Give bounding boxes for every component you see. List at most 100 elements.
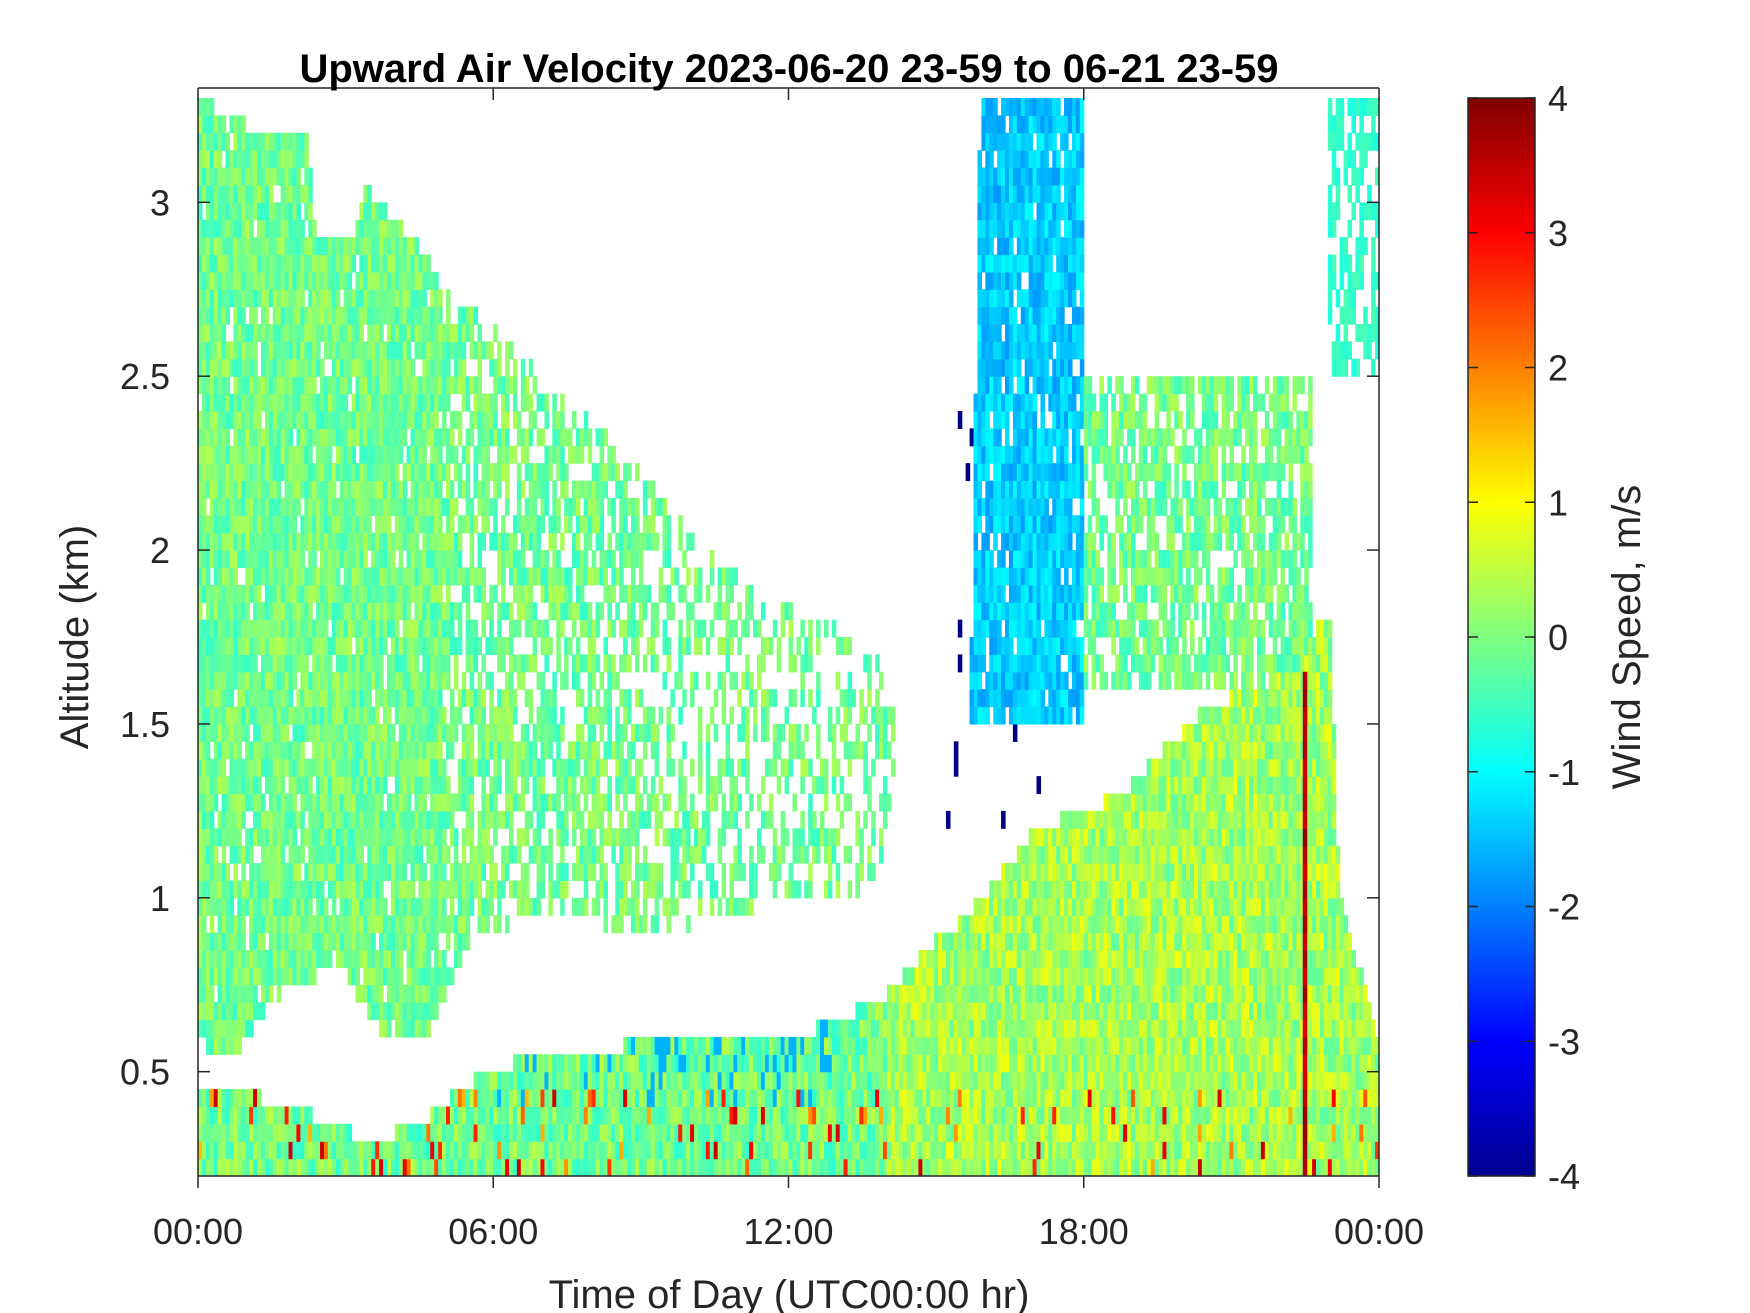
heatmap-cell bbox=[493, 497, 498, 516]
heatmap-cell bbox=[343, 445, 349, 464]
heatmap-cell bbox=[383, 202, 388, 221]
heatmap-cell bbox=[363, 897, 368, 916]
heatmap-cell bbox=[233, 515, 238, 534]
heatmap-cell bbox=[351, 1158, 357, 1176]
heatmap-cell bbox=[615, 567, 620, 586]
heatmap-cell bbox=[697, 1089, 703, 1108]
heatmap-cell bbox=[619, 723, 624, 742]
heatmap-cell bbox=[300, 289, 305, 308]
heatmap-cell bbox=[446, 637, 451, 655]
heatmap-cell bbox=[300, 619, 305, 638]
heatmap-cell bbox=[489, 619, 494, 638]
heatmap-cell bbox=[697, 1123, 703, 1142]
heatmap-cell bbox=[438, 706, 443, 725]
heatmap-cell bbox=[406, 410, 412, 429]
heatmap-cell bbox=[355, 897, 361, 916]
heatmap-cell bbox=[260, 602, 266, 621]
heatmap-cell bbox=[205, 254, 211, 273]
heatmap-cell bbox=[469, 376, 475, 395]
heatmap-cell bbox=[646, 1158, 652, 1176]
heatmap-cell bbox=[213, 1019, 219, 1038]
heatmap-cell bbox=[619, 532, 624, 551]
heatmap-cell bbox=[209, 671, 215, 690]
heatmap-cell bbox=[241, 758, 246, 777]
heatmap-cell bbox=[249, 132, 254, 151]
heatmap-cell bbox=[343, 741, 349, 760]
heatmap-cell bbox=[351, 932, 357, 951]
heatmap-cell bbox=[611, 1158, 616, 1176]
heatmap-cell bbox=[213, 723, 219, 742]
heatmap-cell bbox=[327, 810, 333, 829]
heatmap-cell bbox=[280, 949, 286, 968]
heatmap-cell bbox=[627, 706, 632, 725]
heatmap-cell bbox=[627, 776, 632, 795]
heatmap-cell bbox=[347, 1123, 353, 1142]
heatmap-cell bbox=[355, 376, 361, 395]
heatmap-cell bbox=[264, 880, 270, 899]
heatmap-cell bbox=[524, 1141, 530, 1160]
heatmap-cell bbox=[312, 306, 317, 325]
heatmap-cell bbox=[434, 584, 439, 603]
heatmap-cell bbox=[469, 550, 475, 569]
heatmap-cell bbox=[623, 1141, 628, 1160]
heatmap-cell bbox=[327, 793, 333, 812]
heatmap-cell bbox=[733, 897, 738, 916]
heatmap-cell bbox=[524, 445, 530, 464]
heatmap-cell bbox=[548, 584, 553, 603]
heatmap-cell bbox=[257, 463, 262, 482]
heatmap-cell bbox=[690, 845, 695, 864]
heatmap-cell bbox=[489, 1123, 494, 1142]
heatmap-cell bbox=[418, 880, 423, 899]
heatmap-cell bbox=[347, 671, 353, 690]
heatmap-cell bbox=[469, 706, 475, 725]
heatmap-cell bbox=[367, 776, 372, 795]
heatmap-cell bbox=[564, 637, 569, 655]
heatmap-cell bbox=[725, 810, 731, 829]
heatmap-cell bbox=[666, 532, 671, 551]
heatmap-cell bbox=[272, 671, 278, 690]
heatmap-cell bbox=[469, 1141, 475, 1160]
heatmap-cell bbox=[575, 428, 581, 447]
heatmap-cell bbox=[560, 428, 565, 447]
heatmap-cell bbox=[320, 237, 325, 256]
heatmap-cell bbox=[221, 254, 227, 273]
heatmap-cell bbox=[721, 637, 727, 655]
heatmap-cell bbox=[627, 828, 632, 847]
heatmap-cell bbox=[264, 584, 270, 603]
heatmap-cell bbox=[347, 967, 353, 986]
heatmap-cell bbox=[213, 202, 219, 221]
heatmap-cell bbox=[556, 637, 561, 655]
heatmap-cell bbox=[237, 393, 242, 412]
heatmap-cell bbox=[548, 445, 553, 464]
heatmap-cell bbox=[465, 897, 471, 916]
heatmap-cell bbox=[477, 706, 483, 725]
heatmap-cell bbox=[536, 880, 542, 899]
heatmap-cell bbox=[426, 1019, 431, 1038]
heatmap-cell bbox=[257, 567, 262, 586]
heatmap-cell bbox=[674, 1089, 679, 1108]
heatmap-cell bbox=[469, 515, 475, 534]
heatmap-cell bbox=[327, 1141, 333, 1160]
heatmap-cell bbox=[304, 637, 309, 655]
heatmap-cell bbox=[426, 967, 431, 986]
heatmap-cell bbox=[674, 828, 679, 847]
heatmap-cell bbox=[579, 776, 585, 795]
heatmap-cell bbox=[288, 497, 294, 516]
heatmap-cell bbox=[221, 532, 227, 551]
heatmap-cell bbox=[418, 1123, 423, 1142]
heatmap-cell bbox=[414, 984, 420, 1003]
heatmap-cell bbox=[701, 1054, 707, 1073]
heatmap-cell bbox=[253, 445, 258, 464]
heatmap-cell bbox=[205, 428, 211, 447]
heatmap-cell bbox=[650, 602, 656, 621]
heatmap-cell bbox=[323, 393, 329, 412]
heatmap-cell bbox=[426, 723, 431, 742]
heatmap-cell bbox=[323, 637, 329, 655]
heatmap-cell bbox=[434, 341, 439, 360]
heatmap-cell bbox=[205, 115, 211, 134]
heatmap-cell bbox=[363, 515, 368, 534]
heatmap-cell bbox=[662, 637, 668, 655]
heatmap-cell bbox=[571, 480, 577, 499]
heatmap-cell bbox=[560, 880, 565, 899]
heatmap-cell bbox=[516, 567, 522, 586]
